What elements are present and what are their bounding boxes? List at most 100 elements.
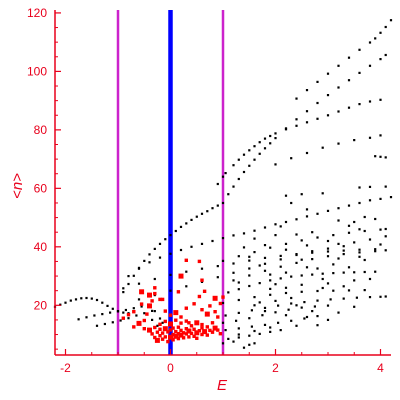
point-s0-206 — [269, 279, 272, 282]
point-s0-117 — [221, 237, 225, 240]
tick-labels: -2 0 2 4 20 40 60 80 100 120 — [27, 6, 384, 375]
point-s0-220 — [269, 293, 272, 296]
point-s1-15 — [168, 334, 173, 340]
point-s0-333 — [232, 340, 235, 343]
y-tick-label-3: 80 — [34, 123, 48, 137]
point-s1-13 — [166, 339, 170, 344]
point-s0-51 — [216, 204, 219, 207]
point-s0-244 — [261, 314, 264, 317]
point-s0-120 — [253, 229, 256, 232]
point-s1-92 — [208, 304, 212, 308]
point-s0-300 — [290, 296, 293, 300]
point-s0-303 — [337, 311, 340, 314]
point-s1-67 — [163, 309, 167, 313]
point-s0-82 — [258, 141, 261, 144]
point-s0-327 — [326, 318, 330, 321]
point-s1-90 — [178, 273, 184, 279]
point-s1-93 — [221, 295, 225, 299]
point-s0-330 — [269, 326, 272, 329]
point-s0-31 — [143, 312, 146, 315]
point-s0-297 — [269, 273, 272, 276]
point-s0-281 — [295, 233, 298, 236]
point-s0-292 — [284, 286, 288, 289]
point-s0-282 — [305, 244, 309, 247]
point-s0-168 — [279, 265, 282, 268]
point-s0-92 — [347, 106, 351, 109]
point-s0-259 — [237, 336, 240, 339]
point-s0-55 — [237, 177, 240, 181]
point-s1-22 — [176, 332, 181, 336]
point-s0-322 — [284, 271, 288, 274]
point-s0-226 — [363, 289, 366, 292]
point-s0-222 — [300, 290, 303, 293]
point-s0-61 — [269, 142, 272, 145]
point-s0-75 — [221, 175, 225, 178]
point-s0-326 — [305, 315, 309, 319]
point-s0-255 — [290, 319, 293, 322]
point-s0-293 — [326, 282, 330, 285]
point-s1-52 — [179, 321, 183, 325]
point-s1-44 — [210, 330, 215, 334]
point-s1-33 — [192, 327, 196, 331]
point-s0-89 — [316, 117, 319, 120]
point-s1-2 — [153, 335, 157, 340]
point-s0-305 — [253, 237, 256, 240]
point-s0-256 — [303, 317, 306, 320]
point-s0-187 — [311, 250, 314, 253]
y-tick-label-5: 120 — [27, 6, 47, 20]
point-s0-45 — [185, 222, 188, 225]
point-s0-100 — [337, 64, 340, 67]
point-s0-108 — [127, 275, 130, 278]
point-s1-71 — [150, 299, 154, 303]
point-s0-29 — [127, 317, 130, 320]
point-s0-155 — [232, 262, 235, 265]
point-s0-209 — [300, 274, 303, 277]
point-s0-307 — [242, 246, 246, 249]
point-s0-207 — [279, 277, 282, 280]
point-s0-28 — [119, 319, 122, 322]
point-s1-85 — [212, 295, 218, 301]
point-s1-87 — [184, 258, 188, 262]
point-s0-107 — [389, 19, 393, 22]
point-s0-257 — [316, 315, 319, 318]
point-s0-113 — [179, 248, 183, 252]
point-s1-8 — [160, 331, 165, 335]
point-s0-110 — [148, 261, 151, 264]
point-s0-44 — [179, 225, 183, 228]
point-s0-304 — [353, 305, 356, 308]
point-s1-84 — [202, 289, 207, 293]
point-s0-90 — [326, 114, 330, 117]
point-s0-312 — [248, 255, 251, 258]
point-s0-306 — [263, 244, 267, 247]
point-s0-41 — [164, 238, 167, 241]
point-s1-73 — [158, 297, 162, 302]
point-s0-178 — [169, 289, 172, 292]
point-s1-29 — [184, 332, 188, 336]
point-s0-34 — [127, 282, 130, 286]
point-s0-164 — [374, 248, 377, 251]
point-s0-260 — [248, 334, 251, 337]
point-s0-225 — [347, 289, 351, 292]
point-s1-47 — [218, 332, 223, 336]
point-s1-24 — [179, 328, 183, 333]
point-s0-269 — [321, 192, 324, 195]
data-points — [53, 19, 393, 349]
point-s0-78 — [237, 158, 240, 161]
point-s0-123 — [284, 220, 288, 224]
point-s0-156 — [248, 259, 251, 262]
point-s0-6 — [85, 296, 88, 300]
point-s0-291 — [300, 283, 303, 286]
point-s0-308 — [274, 234, 277, 237]
point-s0-335 — [153, 310, 156, 313]
point-s0-87 — [295, 124, 298, 127]
point-s0-321 — [269, 287, 272, 290]
point-s0-250 — [224, 329, 227, 332]
point-s0-254 — [277, 321, 280, 324]
point-s0-21 — [124, 308, 127, 312]
point-s0-125 — [305, 215, 309, 218]
point-s0-295 — [368, 277, 372, 281]
point-s0-122 — [274, 223, 277, 226]
point-s0-116 — [211, 239, 214, 243]
point-s0-324 — [263, 310, 267, 313]
point-s1-37 — [197, 329, 202, 333]
